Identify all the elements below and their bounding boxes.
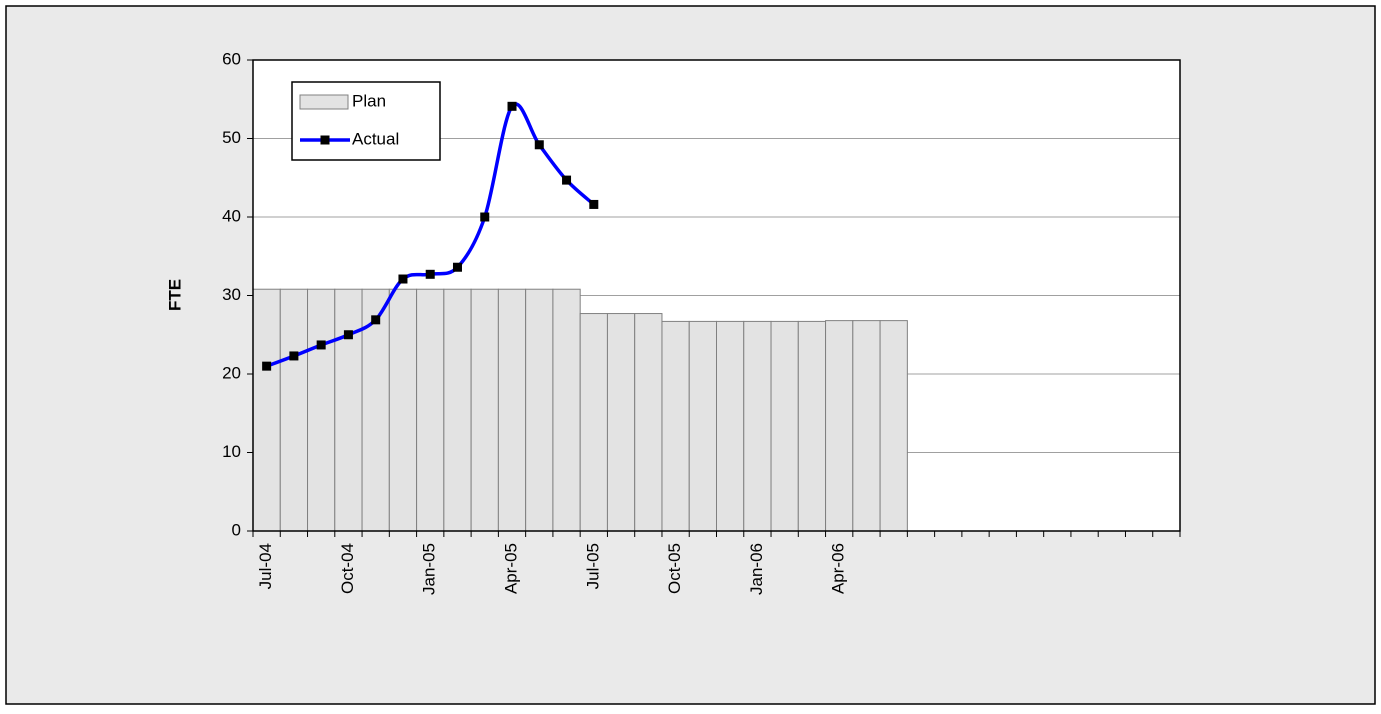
marker: [343, 330, 353, 340]
x-tick-label: Jul-04: [256, 543, 275, 589]
marker: [262, 361, 272, 371]
x-tick-label: Jul-05: [583, 543, 602, 589]
y-tick-label: 50: [222, 128, 241, 147]
y-tick-label: 40: [222, 206, 241, 225]
bar: [497, 288, 527, 532]
bar: [552, 288, 581, 532]
marker: [398, 274, 408, 284]
x-tick-label: Apr-06: [829, 543, 848, 594]
bar: [525, 288, 554, 532]
x-tick-label: Jan-05: [420, 543, 439, 595]
legend-label: Actual: [352, 129, 399, 148]
marker: [316, 340, 326, 350]
bar: [770, 320, 799, 532]
legend-label: Plan: [352, 91, 386, 110]
x-tick-label: Apr-05: [501, 543, 520, 594]
marker: [371, 315, 381, 325]
marker: [589, 199, 599, 209]
legend-marker: [320, 135, 330, 145]
bar: [879, 320, 908, 532]
bar: [579, 313, 608, 532]
y-tick-label: 0: [232, 520, 241, 539]
bar: [716, 320, 745, 532]
marker: [534, 140, 544, 150]
legend-swatch: [299, 94, 349, 110]
marker: [452, 262, 462, 272]
bar: [797, 320, 827, 532]
y-tick-label: 60: [222, 49, 241, 68]
marker: [562, 175, 572, 185]
y-tick-label: 20: [222, 363, 241, 382]
x-tick-label: Oct-05: [665, 543, 684, 594]
bar: [307, 288, 336, 532]
bar: [334, 288, 363, 532]
marker: [425, 269, 435, 279]
x-tick-label: Jan-06: [747, 543, 766, 595]
bar: [279, 288, 309, 532]
marker: [480, 212, 490, 222]
y-axis-label: FTE: [165, 279, 184, 311]
bar: [470, 288, 499, 532]
y-tick-label: 30: [222, 285, 241, 304]
bar: [661, 320, 690, 532]
bar: [606, 313, 636, 532]
bar: [743, 320, 772, 532]
bar: [634, 313, 663, 532]
bar: [388, 288, 418, 532]
bar: [416, 288, 445, 532]
bar: [825, 320, 854, 532]
bar: [852, 320, 881, 532]
marker: [507, 101, 517, 111]
bar: [688, 320, 717, 532]
bar: [252, 288, 281, 532]
x-tick-label: Oct-04: [338, 543, 357, 594]
marker: [289, 351, 299, 361]
y-tick-label: 10: [222, 442, 241, 461]
bar: [443, 288, 472, 532]
